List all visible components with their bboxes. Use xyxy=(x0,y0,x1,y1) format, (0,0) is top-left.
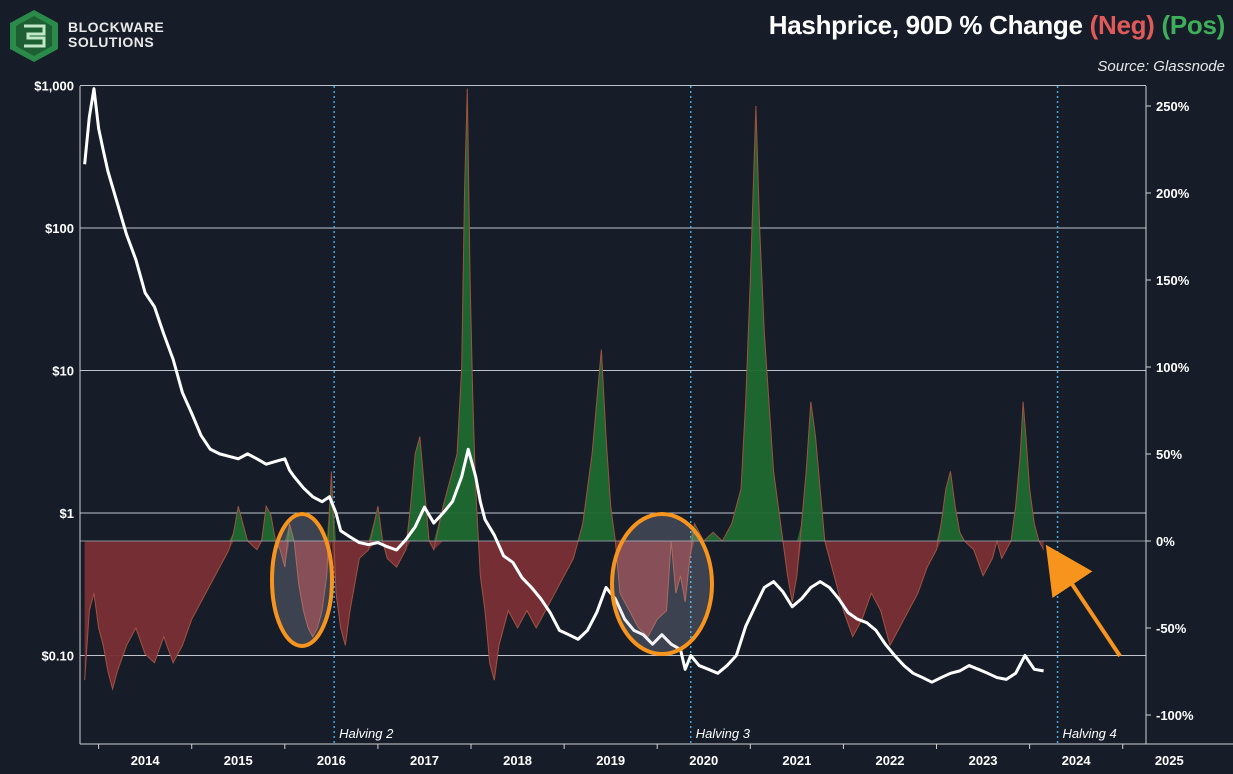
highlight-circle-2016 xyxy=(270,512,334,648)
hashprice-line-path xyxy=(83,87,1044,684)
title-main: Hashprice, 90D % Change xyxy=(768,10,1083,40)
chart-axes: $1,000 $100 $10 $1 $0.10 250% 200% 150% 100% 50% 0… xyxy=(34,79,1233,768)
title-neg-legend: (Neg) xyxy=(1089,10,1155,40)
x-tick-label: 2015 xyxy=(224,753,253,768)
right-tick-label: 250% xyxy=(1156,99,1190,114)
pct-change-area xyxy=(80,88,1146,691)
left-tick-label: $1,000 xyxy=(34,79,74,94)
left-tick-label: $1 xyxy=(60,506,74,521)
x-tick-label: 2014 xyxy=(131,753,161,768)
left-tick-label: $10 xyxy=(52,364,74,379)
x-tick-label: 2017 xyxy=(410,753,439,768)
x-tick-label: 2019 xyxy=(596,753,625,768)
highlight-circle-2020 xyxy=(610,512,714,656)
left-tick-label: $100 xyxy=(45,221,74,236)
x-tick-label: 2022 xyxy=(876,753,905,768)
brand-line-1: BLOCKWARE xyxy=(68,19,165,35)
halving-label: Halving 4 xyxy=(1063,726,1117,741)
blockware-logo-icon xyxy=(10,10,58,62)
chart-source: Source: Glassnode xyxy=(1097,58,1225,75)
chart-title: Hashprice, 90D % Change (Neg) (Pos) xyxy=(768,10,1226,41)
x-tick-label: 2016 xyxy=(317,753,346,768)
brand-line-2: SOLUTIONS xyxy=(68,34,155,50)
gridlines xyxy=(80,85,1146,656)
negative-area xyxy=(84,541,1044,689)
x-tick-label: 2021 xyxy=(782,753,811,768)
x-tick-label: 2018 xyxy=(503,753,532,768)
brand-name: BLOCKWARE SOLUTIONS xyxy=(68,20,164,50)
pct-change-outline xyxy=(84,88,1045,691)
right-tick-label: 100% xyxy=(1156,360,1190,375)
halving-markers: Halving 2 Halving 3 Halving 4 xyxy=(333,86,1117,744)
x-tick-label: 2024 xyxy=(1062,753,1092,768)
right-tick-label: 150% xyxy=(1156,273,1190,288)
right-tick-label: -100% xyxy=(1156,708,1194,723)
right-tick-label: 200% xyxy=(1156,186,1190,201)
halving-label: Halving 2 xyxy=(339,726,394,741)
x-tick-label: 2020 xyxy=(689,753,718,768)
right-tick-label: 0% xyxy=(1156,534,1175,549)
chart-annotations xyxy=(270,512,1122,658)
positive-area xyxy=(84,88,1044,541)
title-pos-legend: (Pos) xyxy=(1161,10,1225,40)
right-tick-label: 50% xyxy=(1156,447,1182,462)
x-tick-label: 2025 xyxy=(1155,753,1184,768)
orange-arrow-icon xyxy=(1045,544,1122,658)
right-tick-label: -50% xyxy=(1156,621,1187,636)
hashprice-line xyxy=(83,87,1044,684)
left-tick-label: $0.10 xyxy=(41,649,74,664)
halving-label: Halving 3 xyxy=(696,726,751,741)
x-tick-label: 2023 xyxy=(969,753,998,768)
